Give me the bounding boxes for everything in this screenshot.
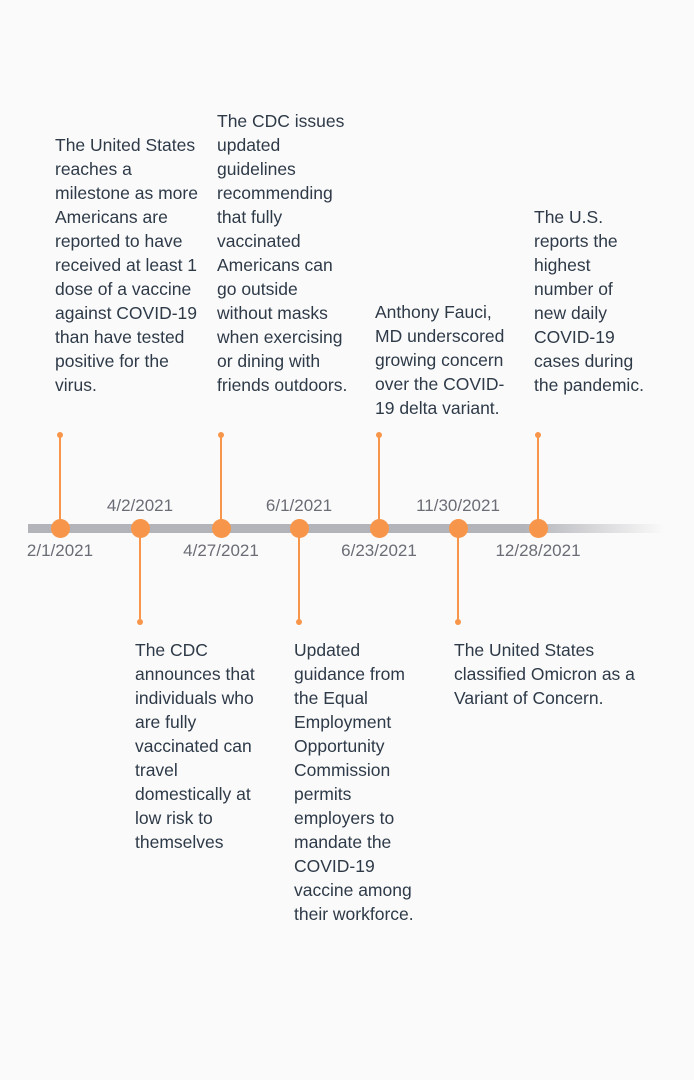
event-stem xyxy=(457,533,459,621)
event-stem xyxy=(298,533,300,621)
event-marker xyxy=(528,519,548,538)
event-stem-dot xyxy=(137,619,143,625)
event-stem-dot xyxy=(376,432,382,438)
event-marker xyxy=(289,519,309,538)
event-stem xyxy=(59,436,61,524)
event-stem-dot xyxy=(296,619,302,625)
event-description: Updated guidance from the Equal Employme… xyxy=(294,640,414,924)
event-stem xyxy=(139,533,141,621)
event-description: The CDC announces that individuals who a… xyxy=(135,640,255,852)
event-date: 6/23/2021 xyxy=(341,541,417,560)
event-marker xyxy=(448,519,468,538)
event-date: 11/30/2021 xyxy=(416,496,500,515)
event-stem xyxy=(220,436,222,524)
event-date: 4/27/2021 xyxy=(183,541,259,560)
event-marker xyxy=(211,519,231,538)
event-stem-dot xyxy=(455,619,461,625)
event-marker xyxy=(130,519,150,538)
event-stem xyxy=(537,436,539,524)
event-description: The United States classified Omicron as … xyxy=(454,640,635,708)
event-date: 4/2/2021 xyxy=(106,496,174,515)
event-stem-dot xyxy=(218,432,224,438)
event-stem-dot xyxy=(57,432,63,438)
event-marker xyxy=(369,519,389,538)
event-date: 12/28/2021 xyxy=(495,541,581,560)
timeline-axis xyxy=(28,524,664,533)
event-stem xyxy=(378,436,380,524)
event-marker xyxy=(50,519,70,538)
event-date: 6/1/2021 xyxy=(265,496,333,515)
event-description: The U.S. reports the highest number of n… xyxy=(534,207,644,395)
event-description: The CDC issues updated guidelines recomm… xyxy=(217,111,348,395)
event-description: The United States reaches a milestone as… xyxy=(55,135,198,395)
event-description: Anthony Fauci, MD underscored growing co… xyxy=(375,302,505,418)
event-stem-dot xyxy=(535,432,541,438)
event-date: 2/1/2021 xyxy=(26,541,94,560)
